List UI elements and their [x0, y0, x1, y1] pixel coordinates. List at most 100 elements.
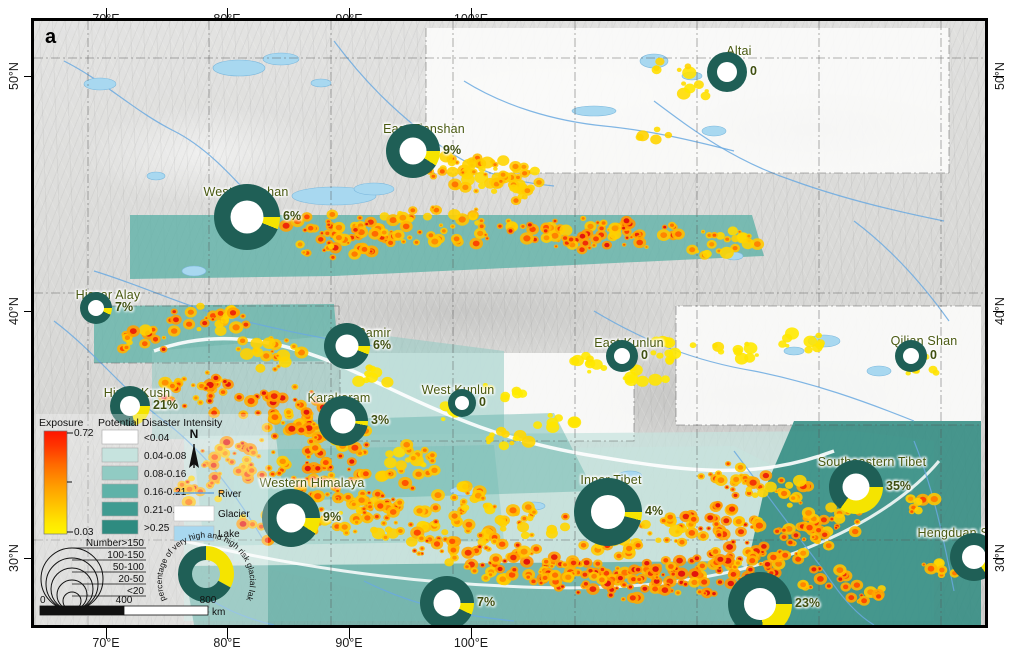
- exposure-point: [629, 235, 634, 240]
- region-donut-east-tianshan[interactable]: 9%: [386, 124, 461, 178]
- exposure-point: [399, 220, 413, 233]
- exposure-point: [578, 540, 589, 550]
- exposure-point: [448, 178, 462, 191]
- exposure-point: [681, 81, 687, 86]
- exposure-point: [220, 316, 230, 324]
- exposure-point: [754, 353, 759, 357]
- exposure-point: [668, 524, 684, 537]
- exposure-point: [255, 363, 266, 373]
- exposure-point: [250, 337, 263, 349]
- exposure-point: [173, 486, 182, 495]
- exposure-point: [658, 584, 672, 596]
- exposure-point: [727, 226, 738, 236]
- exposure-point: [462, 158, 477, 171]
- exposure-point: [324, 492, 331, 497]
- exposure-point: [803, 335, 818, 348]
- exposure-point: [395, 527, 405, 535]
- exposure-point: [183, 484, 196, 495]
- exposure-point: [793, 474, 807, 487]
- exposure-point: [510, 566, 519, 574]
- region-donut-eastern-himalaya[interactable]: 23%: [728, 572, 820, 625]
- region-donut-hengduan-shan[interactable]: 15%: [950, 533, 985, 581]
- exposure-point: [579, 238, 592, 249]
- donut-hole-hissar-alay: [88, 300, 104, 316]
- exposure-point: [664, 512, 676, 522]
- exposure-point: [651, 576, 663, 587]
- exposure-point: [665, 355, 675, 365]
- exposure-point: [381, 376, 394, 388]
- donut-value-southeastern-tibet: 35%: [886, 479, 912, 493]
- region-donut-hindu-kush[interactable]: 21%: [110, 386, 178, 426]
- exposure-point: [669, 571, 677, 578]
- exposure-point: [427, 451, 437, 460]
- exposure-point: [407, 235, 413, 241]
- region-donut-inner-tibet[interactable]: 4%: [574, 478, 663, 546]
- exposure-point: [276, 364, 281, 369]
- scalebar-tick-0: 0: [40, 595, 46, 606]
- donut-hole-western-himalaya: [276, 503, 306, 533]
- exposure-point: [702, 249, 712, 258]
- exposure-point: [533, 421, 543, 429]
- exposure-point: [489, 432, 495, 438]
- exposure-point: [236, 518, 250, 530]
- exposure-point: [479, 495, 487, 502]
- river-3: [53, 320, 265, 542]
- exposure-point: [122, 344, 131, 351]
- exposure-point: [256, 454, 262, 459]
- exposure-point: [395, 498, 405, 507]
- region-donut-central-himalaya[interactable]: 7%: [420, 576, 495, 625]
- exposure-point: [438, 223, 444, 228]
- longitude-tick-bottom-1: 80°E: [213, 636, 241, 650]
- exposure-point: [416, 229, 423, 235]
- region-donut-hissar-alay[interactable]: 7%: [80, 292, 133, 324]
- region-donut-west-kunlun[interactable]: 0: [448, 389, 486, 417]
- exposure-point: [462, 518, 476, 531]
- region-donut-qilian-shan[interactable]: 0: [895, 340, 937, 372]
- exposure-point: [312, 434, 319, 440]
- exposure-point: [477, 537, 487, 547]
- exposure-point: [184, 306, 197, 318]
- exposure-point: [706, 526, 712, 531]
- exposure-point: [409, 485, 416, 491]
- exposure-max-label: 0.72: [74, 428, 94, 439]
- exposure-point: [412, 468, 425, 480]
- exposure-point: [697, 531, 709, 541]
- exposure-point: [365, 364, 374, 372]
- exposure-point: [353, 519, 361, 526]
- exposure-point: [620, 597, 626, 602]
- exposure-point: [183, 318, 196, 330]
- exposure-point: [927, 492, 942, 506]
- exposure-point: [450, 553, 459, 562]
- exposure-point: [499, 526, 507, 532]
- region-donut-altai[interactable]: 0: [707, 52, 757, 92]
- exposure-point: [714, 474, 728, 487]
- exposure-point: [798, 501, 803, 505]
- exposure-point: [779, 550, 792, 561]
- exposure-point: [332, 232, 345, 243]
- exposure-point: [192, 395, 200, 401]
- exposure-point: [450, 224, 456, 229]
- region-donut-east-kunlun[interactable]: 0: [606, 340, 648, 372]
- intensity-swatch-1: [101, 447, 139, 463]
- region-donut-pamir[interactable]: 6%: [324, 323, 391, 369]
- region-donut-west-tianshan[interactable]: 6%: [214, 184, 301, 250]
- exposure-point: [710, 590, 718, 597]
- exposure-point: [315, 234, 327, 244]
- exposure-point: [507, 552, 520, 563]
- donut-hole-qilian-shan: [903, 348, 919, 364]
- exposure-point: [214, 443, 226, 454]
- latitude-tickmark-left-1: [24, 311, 35, 312]
- exposure-point: [430, 205, 436, 210]
- exposure-point: [506, 227, 515, 235]
- region-donut-karakoram[interactable]: 3%: [318, 396, 389, 446]
- exposure-point: [473, 188, 479, 194]
- exposure-point: [327, 472, 336, 479]
- region-donut-southeastern-tibet[interactable]: 35%: [829, 460, 911, 514]
- exposure-point: [682, 66, 697, 79]
- exposure-point: [815, 341, 825, 350]
- intensity-label-0: <0.04: [144, 433, 170, 444]
- exposure-point: [366, 503, 374, 510]
- exposure-point: [170, 308, 178, 315]
- region-donut-western-himalaya[interactable]: 9%: [262, 489, 341, 547]
